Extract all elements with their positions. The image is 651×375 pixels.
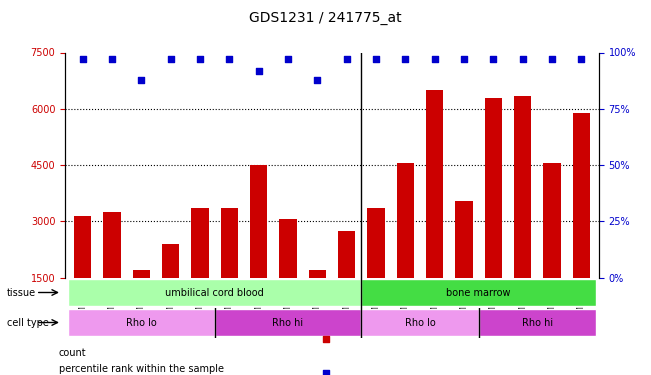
- Text: Rho hi: Rho hi: [273, 318, 303, 327]
- Point: [107, 56, 117, 62]
- Point: [312, 76, 322, 82]
- Point: [371, 56, 381, 62]
- Point: [195, 56, 205, 62]
- Point: [518, 56, 528, 62]
- Point: [547, 56, 557, 62]
- FancyBboxPatch shape: [68, 279, 361, 306]
- Bar: [455, 201, 473, 334]
- Text: count: count: [59, 348, 86, 357]
- Text: Rho lo: Rho lo: [405, 318, 436, 327]
- Bar: [426, 90, 443, 334]
- Text: percentile rank within the sample: percentile rank within the sample: [59, 364, 223, 374]
- FancyBboxPatch shape: [215, 309, 361, 336]
- Text: umbilical cord blood: umbilical cord blood: [165, 288, 264, 297]
- FancyBboxPatch shape: [68, 309, 215, 336]
- Bar: [514, 96, 531, 334]
- Bar: [396, 163, 414, 334]
- Text: tissue: tissue: [7, 288, 36, 297]
- Point: [136, 76, 146, 82]
- Point: [77, 56, 88, 62]
- Bar: [74, 216, 92, 334]
- Point: [320, 370, 331, 375]
- Point: [283, 56, 293, 62]
- Bar: [250, 165, 268, 334]
- Bar: [191, 208, 209, 334]
- Bar: [133, 270, 150, 334]
- Point: [342, 56, 352, 62]
- FancyBboxPatch shape: [361, 309, 478, 336]
- Bar: [309, 270, 326, 334]
- Bar: [367, 208, 385, 334]
- Text: Rho hi: Rho hi: [521, 318, 553, 327]
- Bar: [572, 112, 590, 334]
- Bar: [162, 244, 180, 334]
- Point: [320, 336, 331, 342]
- Point: [400, 56, 411, 62]
- Bar: [279, 219, 297, 334]
- FancyBboxPatch shape: [478, 309, 596, 336]
- Point: [576, 56, 587, 62]
- Bar: [221, 208, 238, 334]
- Point: [165, 56, 176, 62]
- Text: Rho lo: Rho lo: [126, 318, 157, 327]
- Bar: [104, 212, 121, 334]
- FancyBboxPatch shape: [361, 279, 596, 306]
- Point: [459, 56, 469, 62]
- Bar: [484, 98, 502, 334]
- Text: bone marrow: bone marrow: [447, 288, 511, 297]
- Point: [253, 68, 264, 74]
- Bar: [543, 163, 561, 334]
- Text: GDS1231 / 241775_at: GDS1231 / 241775_at: [249, 11, 402, 25]
- Point: [488, 56, 499, 62]
- Bar: [338, 231, 355, 334]
- Point: [224, 56, 234, 62]
- Point: [430, 56, 440, 62]
- Text: cell type: cell type: [7, 318, 48, 327]
